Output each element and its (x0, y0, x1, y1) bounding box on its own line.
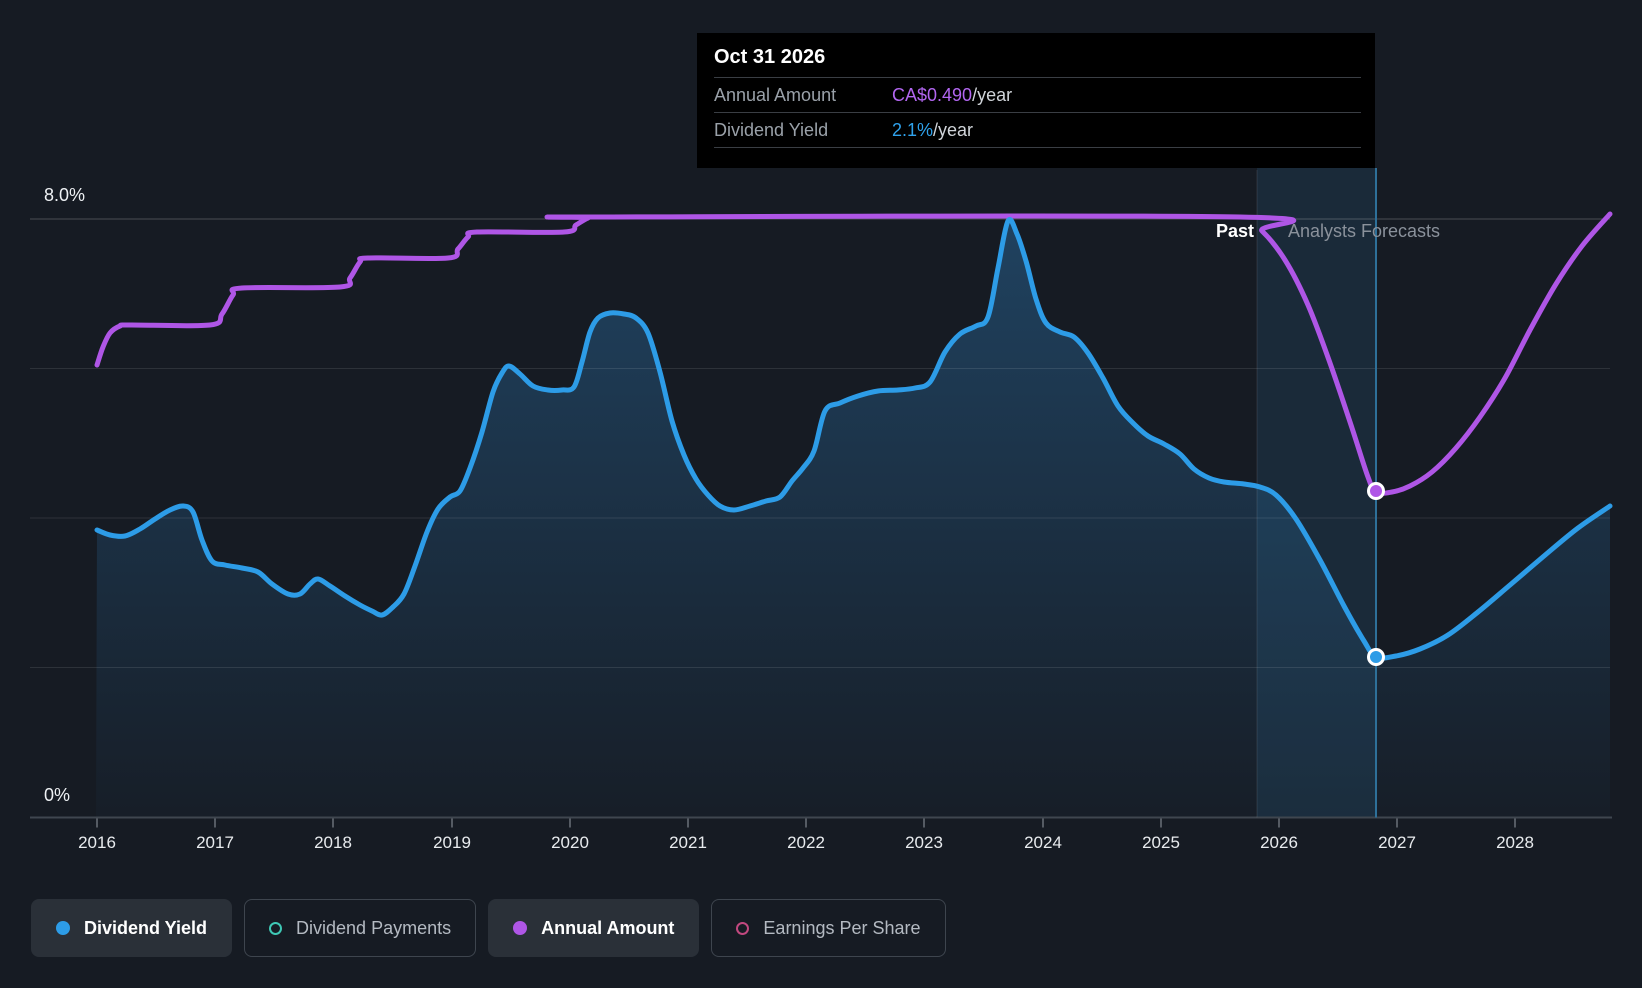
ring-dot-icon (736, 921, 750, 935)
x-axis-year-2019: 2019 (433, 833, 471, 852)
filled-dot-icon (56, 921, 70, 935)
legend-toggle-dividend-payments[interactable]: Dividend Payments (244, 899, 477, 957)
y-axis-label-top: 8.0% (44, 185, 86, 205)
x-axis-year-2026: 2026 (1260, 833, 1298, 852)
tooltip-row-dividend-yield: Dividend Yield 2.1% /year (714, 112, 1361, 147)
tooltip-suffix: /year (933, 119, 974, 140)
x-axis-year-2021: 2021 (669, 833, 707, 852)
dividend-yield-hover-dot (1367, 648, 1385, 666)
tooltip-label: Dividend Yield (714, 119, 829, 140)
x-axis-year-2027: 2027 (1378, 833, 1416, 852)
legend-label: Dividend Yield (84, 917, 208, 938)
series-legend: Dividend Yield Dividend Payments Annual Am… (31, 899, 946, 957)
tooltip-label: Annual Amount (714, 84, 837, 105)
legend-toggle-dividend-yield[interactable]: Dividend Yield (31, 899, 233, 957)
legend-toggle-annual-amount[interactable]: Annual Amount (488, 899, 700, 957)
dividend-yield-area-fill (96, 219, 1610, 818)
x-axis-year-2023: 2023 (905, 833, 943, 852)
x-axis-year-2022: 2022 (787, 833, 825, 852)
filled-dot-icon (513, 921, 528, 935)
x-axis-year-2025: 2025 (1142, 833, 1180, 852)
tooltip-row-annual-amount: Annual Amount CA$0.490 /year (714, 77, 1361, 112)
x-axis-year-2016: 2016 (78, 833, 116, 852)
dividend-yield-line (94, 217, 1613, 661)
legend-label: Annual Amount (541, 917, 675, 938)
legend-toggle-earnings-per-share[interactable]: Earnings Per Share (711, 899, 946, 957)
x-axis-year-2017: 2017 (196, 833, 234, 852)
annual-amount-line (94, 211, 1613, 496)
x-axis-labels: 2016 2017 2018 2019 2020 2021 2022 2023 2024 2025… (0, 833, 1642, 855)
legend-label: Dividend Payments (296, 917, 452, 938)
hover-tooltip: Oct 31 2026 Annual Amount CA$0.490 /year… (697, 33, 1375, 168)
tooltip-divider (714, 147, 1361, 148)
tooltip-suffix: /year (972, 84, 1013, 105)
x-axis-year-2028: 2028 (1496, 833, 1534, 852)
tooltip-value-annual-amount: CA$0.490 (892, 84, 973, 105)
forecast-region-label: Analysts Forecasts (1288, 221, 1441, 241)
y-axis-label-bottom: 0% (44, 785, 71, 805)
tooltip-date: Oct 31 2026 (714, 46, 826, 68)
annual-amount-hover-dot (1367, 482, 1385, 500)
ring-dot-icon (269, 921, 283, 935)
x-axis-year-2020: 2020 (551, 833, 589, 852)
x-axis-year-2024: 2024 (1024, 833, 1062, 852)
legend-label: Earnings Per Share (763, 917, 921, 938)
tooltip-value-dividend-yield: 2.1% (892, 119, 934, 140)
past-region-label: Past (1215, 221, 1254, 241)
x-axis-year-2018: 2018 (314, 833, 352, 852)
